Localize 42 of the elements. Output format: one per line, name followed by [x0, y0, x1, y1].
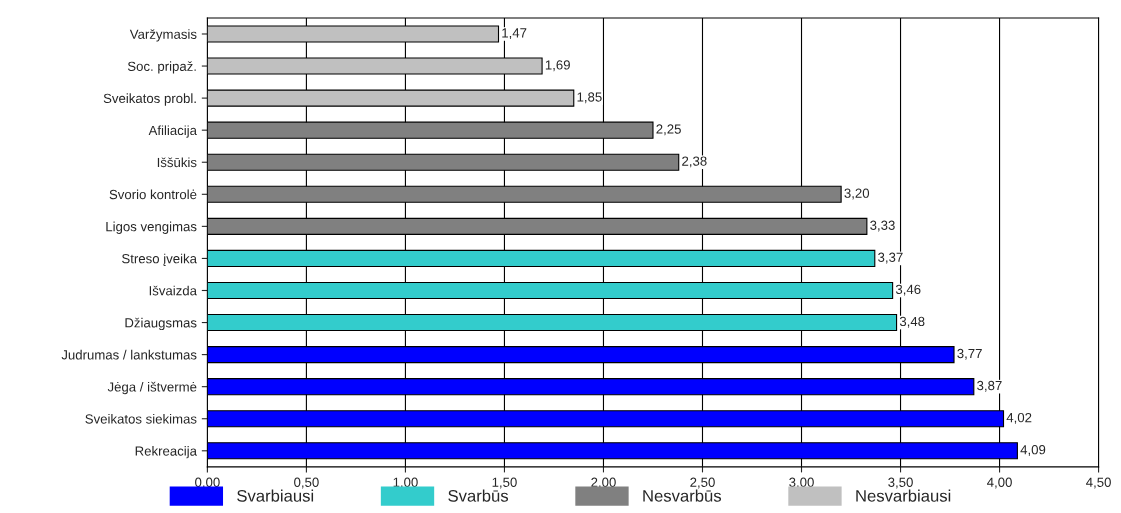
- x-tick-label: 1,00: [393, 477, 418, 489]
- data-label: 1,85: [577, 92, 602, 104]
- x-tick-label: 3,00: [789, 477, 814, 489]
- data-label: 1,47: [502, 28, 527, 40]
- x-tick-label: 4,00: [987, 477, 1012, 489]
- data-label: 4,09: [1020, 445, 1046, 456]
- y-tick-label: Streso įveika: [122, 253, 197, 266]
- y-tick-label: Sveikatos probl.: [103, 93, 196, 106]
- data-label: 4,02: [1006, 412, 1032, 424]
- y-tick-label: Judrumas / lankstumas: [61, 349, 197, 360]
- x-tick-label: 4,50: [1086, 477, 1111, 489]
- data-label: 2,38: [682, 156, 707, 168]
- y-tick-label: Džiaugsmas: [125, 317, 197, 331]
- x-tick-label: 2,50: [690, 477, 715, 489]
- data-label: 3,20: [844, 188, 870, 200]
- y-tick-label: Iššūkis: [157, 157, 197, 168]
- y-tick-label: Svorio kontrolė: [109, 189, 197, 200]
- legend-label: Svarbiausi: [237, 489, 314, 502]
- data-label: 1,69: [545, 60, 570, 72]
- x-tick-label: 0,50: [294, 477, 319, 489]
- y-tick-label: Jėga / ištvermė: [107, 381, 197, 395]
- x-tick-label: 2,00: [591, 477, 616, 489]
- data-label: 3,37: [878, 252, 903, 264]
- y-tick-label: Sveikatos siekimas: [85, 413, 197, 424]
- y-tick-label: Varžymasis: [129, 29, 197, 42]
- x-tick-label: 0,00: [195, 477, 220, 489]
- data-label: 3,87: [977, 380, 1002, 392]
- data-label: 3,48: [899, 316, 925, 328]
- x-tick-label: 1,50: [492, 477, 517, 489]
- legend-label: Nesvarbūs: [643, 489, 722, 502]
- data-label: 3,77: [957, 348, 982, 360]
- data-label: 2,25: [656, 124, 681, 136]
- y-tick-label: Soc. pripaž.: [127, 61, 196, 74]
- data-label: 3,46: [895, 284, 921, 296]
- y-tick-label: Ligos vengimas: [106, 221, 197, 234]
- legend-label: Nesvarbiausi: [856, 489, 951, 502]
- legend-label: Svarbūs: [448, 489, 509, 502]
- y-tick-label: Afiliacija: [148, 125, 197, 138]
- data-label: 3,33: [870, 220, 895, 232]
- y-tick-label: Išvaizda: [149, 285, 197, 296]
- x-tick-label: 3,50: [888, 477, 913, 489]
- y-tick-label: Rekreacija: [135, 446, 197, 459]
